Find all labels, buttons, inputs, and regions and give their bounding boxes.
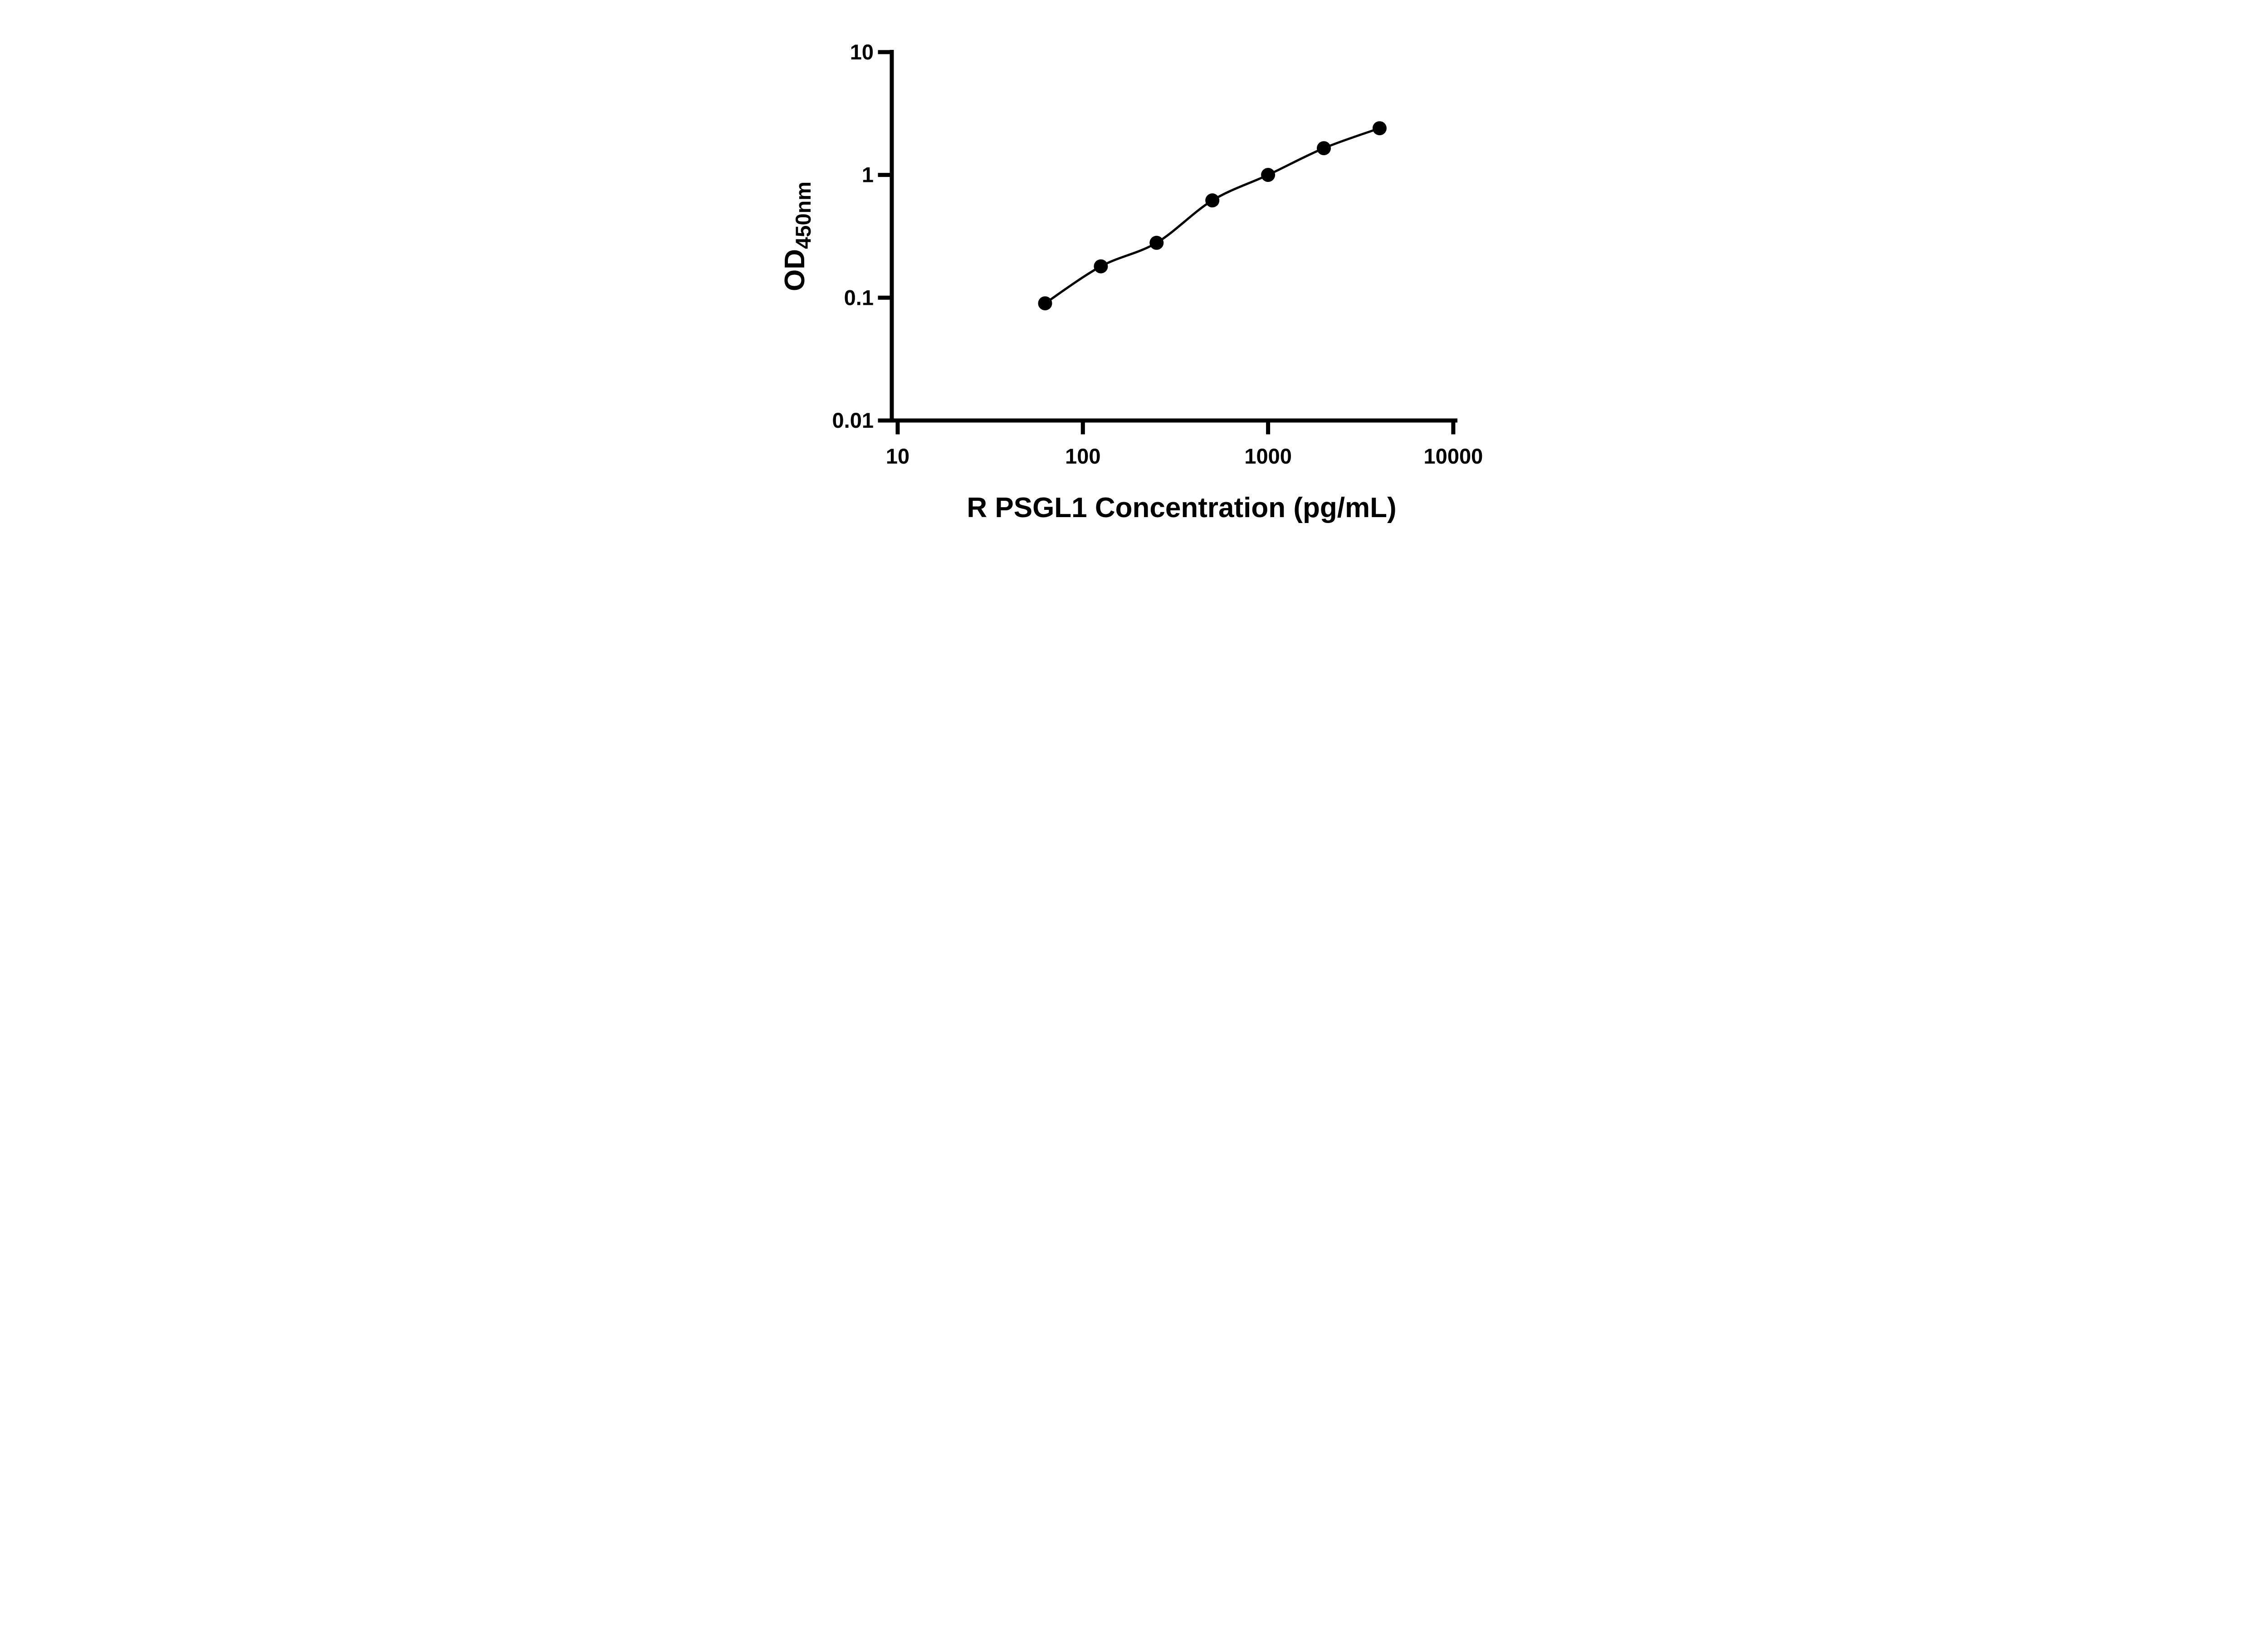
y-tick-label: 0.01 xyxy=(832,408,874,432)
x-tick-label: 1000 xyxy=(1244,444,1292,468)
data-point xyxy=(1038,296,1052,311)
x-tick-label: 100 xyxy=(1065,444,1100,468)
x-axis-title: R PSGL1 Concentration (pg/mL) xyxy=(967,492,1396,523)
elisa-standard-curve-figure: 10 100 1000 10000 0.01 0.1 1 10 R PSGL1 Concent… xyxy=(746,0,1522,544)
data-point xyxy=(1317,141,1331,156)
x-tick-label: 10000 xyxy=(1424,444,1483,468)
data-point xyxy=(1261,168,1276,182)
data-point xyxy=(1149,235,1164,250)
fit-curve xyxy=(1044,127,1380,304)
y-tick-label: 0.1 xyxy=(844,285,874,309)
chart-plot: 10 100 1000 10000 0.01 0.1 1 10 xyxy=(832,40,1483,468)
data-point xyxy=(1094,259,1108,274)
chart-canvas: 10 100 1000 10000 0.01 0.1 1 10 R PSGL1 Concent… xyxy=(779,40,1483,523)
y-tick-label: 10 xyxy=(850,40,874,64)
y-axis-title-sub: 450nm xyxy=(791,181,815,249)
y-axis-title-main: OD xyxy=(779,249,811,291)
x-tick-label: 10 xyxy=(886,444,909,468)
y-axis-title: OD450nm xyxy=(779,181,815,291)
data-point xyxy=(1205,193,1220,208)
data-point xyxy=(1372,121,1387,136)
y-tick-label: 1 xyxy=(862,163,874,187)
